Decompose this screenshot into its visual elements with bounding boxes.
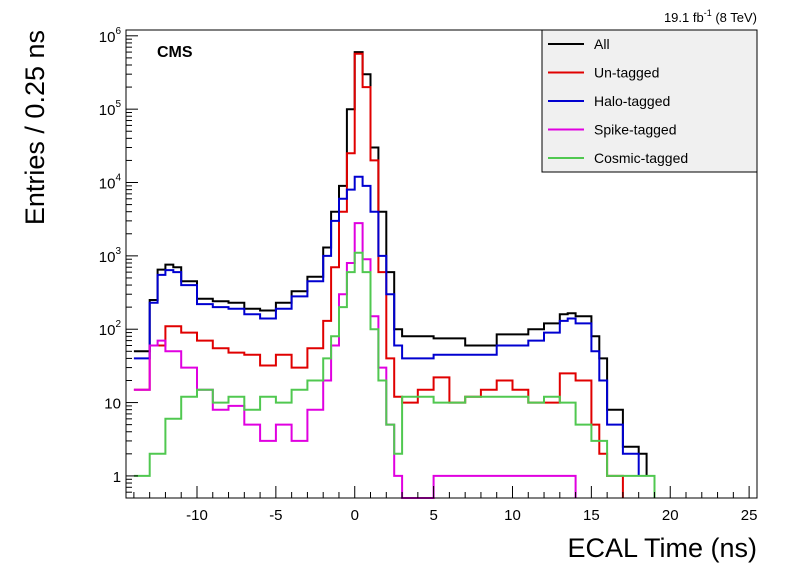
y-tick-label: 106 (99, 26, 122, 46)
y-axis-title: Entries / 0.25 ns (20, 30, 50, 225)
lumi-exponent: -1 (704, 8, 712, 18)
x-axis: -10 -5 0 5 10 15 20 25 (133, 486, 758, 524)
series-line-cosmic-tagged (133, 251, 656, 498)
y-axis: 1 10 102 103 104 105 106 (99, 26, 138, 499)
legend: All Un-tagged Halo-tagged Spike-tagged Cosmi… (541, 29, 758, 173)
y-tick-label: 102 (99, 319, 122, 339)
series-line-halo-tagged (133, 175, 640, 476)
y-tick-label: 103 (99, 246, 122, 266)
x-tick-label: 0 (351, 507, 359, 524)
x-tick-label: 10 (504, 507, 521, 524)
legend-label-spike-tagged: Spike-tagged (594, 122, 677, 138)
legend-label-all: All (594, 36, 610, 52)
x-tick-label: 20 (662, 507, 679, 524)
x-tick-label: 5 (429, 507, 437, 524)
x-tick-label: 15 (583, 507, 600, 524)
series-layer (133, 51, 656, 499)
x-tick-label: 25 (741, 507, 758, 524)
x-tick-label: -10 (186, 507, 208, 524)
y-tick-label: 104 (99, 173, 122, 193)
lumi-suffix: (8 TeV) (712, 10, 757, 25)
y-tick-label: 105 (99, 99, 122, 119)
luminosity-label: 19.1 fb-1 (8 TeV) (664, 8, 757, 25)
experiment-label: CMS (157, 44, 193, 61)
plot-frame (125, 29, 758, 499)
legend-label-halo-tagged: Halo-tagged (594, 93, 670, 109)
x-tick-label: -5 (269, 507, 282, 524)
lumi-value: 19.1 fb (664, 10, 704, 25)
y-tick-label: 1 (113, 469, 121, 486)
legend-label-un-tagged: Un-tagged (594, 65, 659, 81)
y-tick-label: 10 (104, 396, 121, 413)
x-axis-title: ECAL Time (ns) (567, 533, 757, 563)
legend-label-cosmic-tagged: Cosmic-tagged (594, 150, 688, 166)
